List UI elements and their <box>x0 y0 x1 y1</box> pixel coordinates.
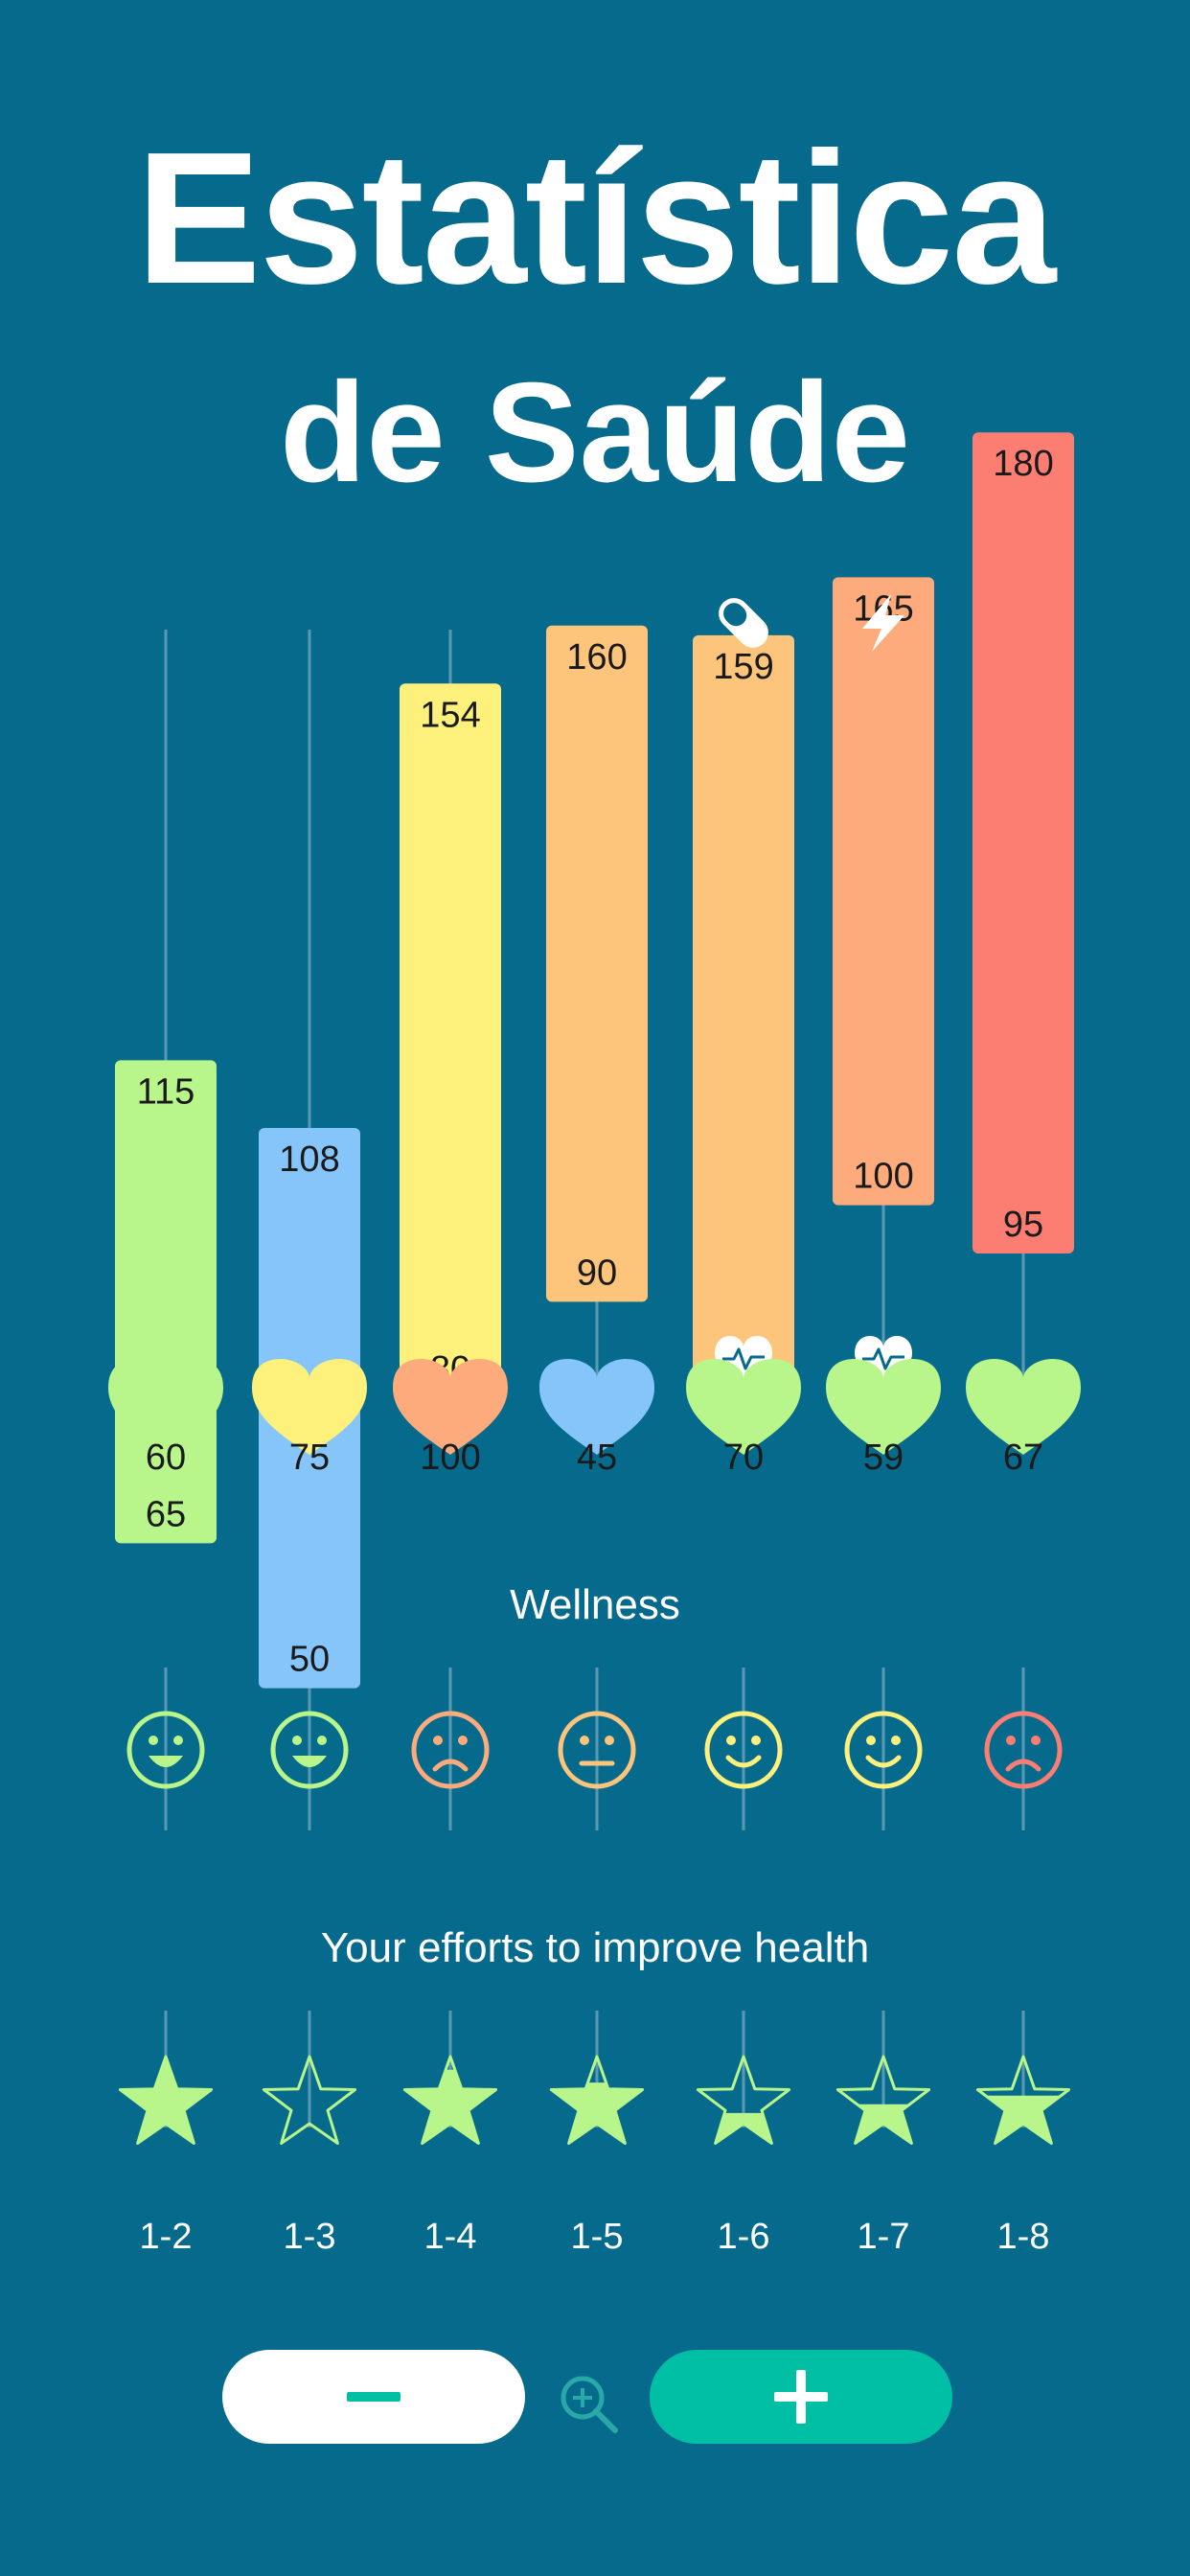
star-icon <box>549 2055 645 2145</box>
heart-icon <box>393 1359 508 1455</box>
x-axis-label: 1-7 <box>858 2217 910 2257</box>
bar-low-label: 90 <box>577 1253 617 1293</box>
efforts-label: Your efforts to improve health <box>320 1924 870 1971</box>
bar-low-label: 100 <box>853 1157 913 1197</box>
heart-icon <box>252 1359 367 1455</box>
heart-value: 60 <box>146 1438 186 1478</box>
star-icon <box>118 2055 214 2145</box>
heart-icon <box>826 1359 941 1455</box>
star-icon <box>262 2055 357 2145</box>
sad-face-icon <box>411 1711 490 1789</box>
plus-icon <box>774 2370 828 2424</box>
smile-face-icon <box>704 1711 783 1789</box>
heart-icon <box>966 1359 1081 1455</box>
bar <box>693 634 794 1399</box>
star-icon <box>402 2055 498 2145</box>
zoom-in-icon[interactable] <box>556 2371 623 2438</box>
bar-low-label: 50 <box>289 1640 330 1680</box>
x-axis-label: 1-3 <box>284 2217 336 2257</box>
bar-high-label: 160 <box>566 637 627 678</box>
wellness-faces <box>126 1711 1063 1789</box>
happy-face-icon <box>270 1711 349 1789</box>
x-axis-label: 1-2 <box>140 2217 193 2257</box>
bar-high-label: 115 <box>137 1071 195 1112</box>
star-icon <box>696 2055 791 2145</box>
heart-value: 59 <box>863 1438 904 1478</box>
happy-face-icon <box>126 1711 205 1789</box>
heart-value: 75 <box>289 1438 330 1478</box>
page-title: Estatística <box>135 113 1056 323</box>
heart-value: 100 <box>420 1438 480 1478</box>
heart-icon <box>108 1359 223 1455</box>
pill-icon <box>719 598 768 648</box>
bar <box>973 432 1074 1254</box>
page-subtitle: de Saúde <box>280 354 910 512</box>
lightning-icon <box>862 594 904 652</box>
bar-low-label: 95 <box>1003 1205 1043 1245</box>
x-axis-labels: 1-2 1-3 1-4 1-5 1-6 1-7 1-8 <box>140 2217 1050 2257</box>
heart-icon <box>539 1359 654 1455</box>
zoom-out-button[interactable] <box>222 2350 525 2444</box>
x-axis-label: 1-8 <box>997 2217 1050 2257</box>
bar-high-label: 180 <box>993 444 1053 484</box>
heart-value: 70 <box>723 1438 764 1478</box>
x-axis-label: 1-4 <box>424 2217 477 2257</box>
bars: 115651085015480160901598016510018095 <box>115 432 1074 1689</box>
x-axis-label: 1-6 <box>718 2217 770 2257</box>
effort-stars <box>118 2055 1071 2145</box>
bar-high-label: 159 <box>713 647 773 687</box>
heart-value: 67 <box>1003 1438 1043 1478</box>
bar-low-label: 65 <box>146 1494 186 1534</box>
star-icon <box>975 2055 1071 2145</box>
hearts: 60 75 100 45 70 59 67 <box>108 1359 1081 1478</box>
zoom-in-button[interactable] <box>650 2350 952 2444</box>
bar <box>400 683 501 1399</box>
bar-high-label: 154 <box>420 695 480 735</box>
neutral-face-icon <box>558 1711 636 1789</box>
bar-high-label: 108 <box>279 1139 339 1180</box>
star-icon <box>835 2055 931 2145</box>
smile-face-icon <box>844 1711 923 1789</box>
bar <box>833 577 934 1206</box>
x-axis-label: 1-5 <box>571 2217 624 2257</box>
heart-icon <box>686 1359 801 1455</box>
minus-icon <box>347 2392 400 2402</box>
heart-value: 45 <box>577 1438 617 1478</box>
bar <box>546 625 648 1302</box>
wellness-label: Wellness <box>510 1581 680 1628</box>
sad-face-icon <box>984 1711 1063 1789</box>
